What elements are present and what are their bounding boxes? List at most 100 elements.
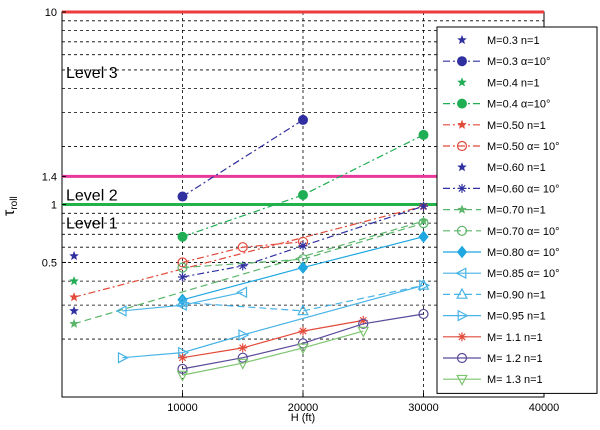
level-label: Level 1 xyxy=(66,216,118,233)
legend-label: M=0.50 α= 10° xyxy=(487,141,560,153)
marker-star xyxy=(69,250,80,261)
series xyxy=(178,315,368,363)
marker-plus xyxy=(419,201,428,211)
marker-star xyxy=(457,34,467,45)
x-tick-label: 10000 xyxy=(167,402,198,414)
marker-tri-left xyxy=(236,286,248,299)
series-line xyxy=(73,220,424,325)
marker-circle xyxy=(177,363,188,374)
marker-tri-up xyxy=(417,278,430,290)
series xyxy=(178,201,428,282)
legend-label: M=0.50 n=1 xyxy=(487,120,546,132)
x-tick-label: 30000 xyxy=(408,402,439,414)
marker-tri-left xyxy=(455,267,467,280)
marker-plus xyxy=(178,353,187,363)
legend-label: M=0.70 α= 10° xyxy=(487,226,560,238)
series-line xyxy=(122,291,243,312)
legend: M=0.3 n=1 M=0.3 α=10° M=0.4 n=1 M=0.4 α=10°… xyxy=(436,26,598,394)
series xyxy=(69,215,429,329)
series-line xyxy=(182,119,304,198)
marker-plus xyxy=(457,183,467,193)
marker-star xyxy=(457,204,467,214)
legend-label: M=0.4 n=1 xyxy=(487,77,540,89)
marker-dot xyxy=(457,98,467,109)
marker-diamond xyxy=(418,230,429,244)
legend-entry: M=0.70 n=1 xyxy=(443,204,546,217)
marker-tri-right xyxy=(419,279,431,292)
series xyxy=(177,129,429,242)
marker-circle xyxy=(418,308,429,320)
marker-circle xyxy=(177,257,188,268)
legend-entry: M=0.50 n=1 xyxy=(443,119,546,132)
series xyxy=(69,305,80,316)
legend-entry: M=0.3 n=1 xyxy=(457,34,540,47)
series xyxy=(177,114,308,202)
marker-diamond xyxy=(456,245,468,259)
marker-circle xyxy=(237,352,248,363)
marker-tri-down xyxy=(176,370,189,382)
series-line xyxy=(182,313,424,370)
marker-plus xyxy=(457,332,467,342)
marker-tri-up xyxy=(176,295,189,307)
legend-entry: M=0.80 α= 10° xyxy=(443,245,560,259)
marker-dot xyxy=(177,191,188,202)
axes: 10000 20000 30000 40000 0.5 1 1.4 10 xyxy=(42,7,560,414)
series xyxy=(176,326,370,382)
series-line xyxy=(182,241,304,263)
marker-tri-right xyxy=(457,309,469,322)
series xyxy=(177,308,429,374)
legend-label: M=0.70 n=1 xyxy=(487,205,546,217)
y-tick-label: 10 xyxy=(45,7,57,19)
series-line xyxy=(182,330,364,376)
legend-label: M=0.3 n=1 xyxy=(487,35,540,47)
marker-plus xyxy=(298,241,308,251)
x-tick-label: 20000 xyxy=(288,402,319,414)
legend-label: M=0.4 α=10° xyxy=(487,99,550,111)
marker-circle xyxy=(418,218,429,229)
legend-entry: M=0.85 α= 10° xyxy=(443,267,560,280)
legend-label: M= 1.2 n=1 xyxy=(487,353,543,365)
marker-diamond xyxy=(297,261,309,274)
legend-label: M=0.60 n=1 xyxy=(487,162,546,174)
legend-entry: M=0.4 α=10° xyxy=(443,98,550,111)
marker-dot xyxy=(418,129,429,140)
series xyxy=(117,279,431,364)
marker-tri-up xyxy=(456,287,468,299)
y-axis-label: τroll xyxy=(1,196,20,216)
marker-dot xyxy=(177,231,188,242)
legend-label: M=0.95 n=1 xyxy=(487,311,546,323)
series-line xyxy=(182,222,424,269)
marker-star xyxy=(457,119,467,130)
marker-dot xyxy=(298,190,308,201)
y-tick-label: 0.5 xyxy=(42,257,57,269)
y-tick-label: 1 xyxy=(51,200,57,212)
marker-tri-down xyxy=(456,374,468,386)
series-line xyxy=(182,205,424,278)
marker-tri-up xyxy=(297,304,309,316)
y-tick-label: 1.4 xyxy=(42,171,57,183)
legend-label: M= 1.3 n=1 xyxy=(487,374,543,386)
legend-entry: M= 1.2 n=1 xyxy=(443,352,543,365)
marker-star xyxy=(69,305,80,316)
marker-tri-down xyxy=(297,343,309,355)
marker-star xyxy=(69,318,80,329)
marker-tri-down xyxy=(357,326,370,338)
legend-label: M=0.60 α= 10° xyxy=(487,183,560,195)
series xyxy=(69,275,80,286)
legend-entry: M=0.60 n=1 xyxy=(457,161,546,174)
x-tick-label: 40000 xyxy=(529,402,560,414)
level-label: Level 2 xyxy=(66,187,118,204)
marker-tri-right xyxy=(117,351,129,364)
series xyxy=(69,114,431,382)
marker-star xyxy=(457,161,467,172)
marker-dot xyxy=(298,114,308,125)
legend-entry: M=0.4 n=1 xyxy=(457,77,540,89)
marker-plus xyxy=(238,261,248,271)
series-line xyxy=(122,284,424,359)
legend-label: M=0.3 α=10° xyxy=(487,56,550,68)
series-line xyxy=(182,284,424,312)
marker-plus xyxy=(178,272,187,282)
marker-circle xyxy=(456,140,468,152)
series xyxy=(176,278,430,316)
series xyxy=(115,286,248,317)
